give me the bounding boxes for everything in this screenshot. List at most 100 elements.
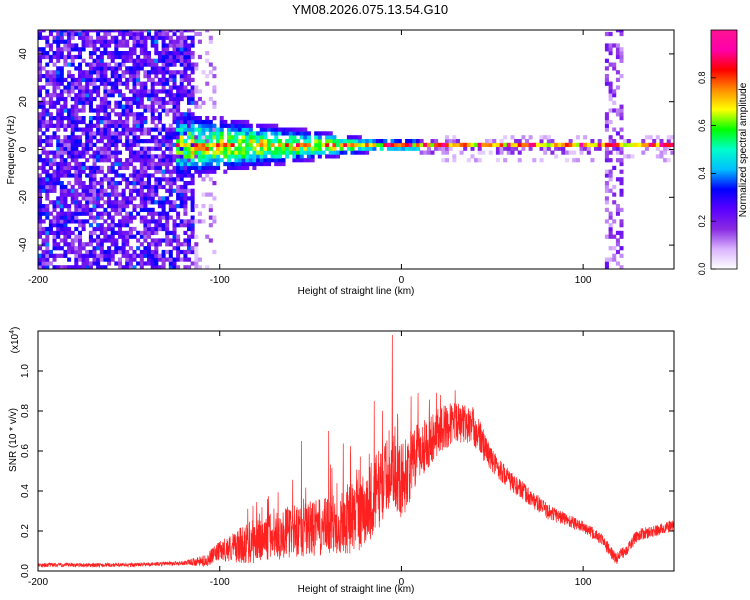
heatmap-cell — [99, 223, 104, 228]
heatmap-cell — [81, 47, 86, 52]
heatmap-cell — [161, 62, 166, 67]
heatmap-cell — [99, 226, 104, 232]
heatmap-cell — [201, 139, 206, 144]
heatmap-cell — [179, 47, 184, 52]
heatmap-cell — [488, 150, 493, 155]
heatmap-cell — [99, 30, 104, 33]
heatmap-cell — [41, 219, 46, 224]
heatmap-cell — [161, 196, 166, 201]
heatmap-cell — [114, 123, 119, 128]
heatmap-cell — [594, 142, 599, 148]
heatmap-cell — [150, 81, 155, 86]
heatmap-cell — [161, 184, 166, 190]
heatmap-cell — [38, 207, 43, 213]
heatmap-cell — [168, 261, 173, 266]
heatmap-cell — [292, 154, 297, 159]
heatmap-cell — [212, 142, 217, 148]
heatmap-cell — [92, 58, 97, 63]
heatmap-cell — [150, 139, 155, 144]
heatmap-cell — [147, 226, 152, 232]
heatmap-cell — [190, 62, 195, 67]
heatmap-cell — [107, 253, 112, 258]
heatmap-cell — [168, 35, 173, 40]
heatmap-cell — [150, 112, 155, 117]
heatmap-cell — [230, 150, 235, 155]
heatmap-cell — [179, 43, 184, 48]
heatmap-cell — [517, 139, 522, 144]
heatmap-cell — [136, 66, 141, 71]
heatmap-cell — [38, 257, 43, 262]
heatmap-cell — [168, 173, 173, 178]
heatmap-cell — [219, 131, 224, 136]
heatmap-cell — [103, 93, 108, 98]
heatmap-cell — [183, 242, 188, 247]
heatmap-cell — [165, 188, 170, 193]
heatmap-cell — [150, 196, 155, 201]
heatmap-cell — [604, 119, 609, 125]
heatmap-cell — [107, 139, 112, 144]
heatmap-cell — [132, 257, 137, 262]
heatmap-cell — [56, 30, 61, 33]
heatmap-cell — [52, 35, 57, 40]
heatmap-cell — [81, 119, 86, 125]
heatmap-cell — [608, 81, 613, 86]
heatmap-cell — [52, 215, 57, 220]
heatmap-cell — [205, 51, 210, 56]
heatmap-cell — [41, 66, 46, 71]
heatmap-cell — [118, 93, 123, 98]
heatmap-cell — [114, 74, 119, 79]
heatmap-cell — [81, 30, 86, 33]
heatmap-cell — [619, 169, 624, 174]
heatmap-cell — [608, 139, 613, 144]
heatmap-cell — [237, 150, 242, 155]
heatmap-cell — [154, 51, 159, 56]
heatmap-cell — [121, 173, 126, 178]
heatmap-cell — [176, 169, 181, 174]
heatmap-cell — [56, 47, 61, 52]
heatmap-cell — [376, 142, 381, 148]
heatmap-cell — [187, 142, 192, 148]
heatmap-cell — [172, 85, 177, 90]
heatmap-cell — [96, 108, 101, 113]
heatmap-cell — [550, 139, 555, 144]
heatmap-cell — [48, 150, 53, 155]
heatmap-cell — [194, 31, 199, 37]
heatmap-cell — [143, 62, 148, 67]
heatmap-cell — [267, 158, 272, 163]
heatmap-cell — [608, 51, 613, 56]
heatmap-cell — [205, 58, 210, 63]
heatmap-cell — [56, 142, 61, 148]
heatmap-cell — [143, 165, 148, 171]
heatmap-cell — [252, 158, 257, 163]
heatmap-cell — [234, 158, 239, 163]
heatmap-cell — [212, 181, 217, 186]
heatmap-cell — [190, 127, 195, 132]
heatmap-cell — [67, 249, 72, 255]
heatmap-cell — [263, 123, 268, 128]
heatmap-cell — [139, 31, 144, 37]
heatmap-cell — [288, 150, 293, 155]
heatmap-cell — [644, 135, 649, 140]
heatmap-cell — [99, 158, 104, 163]
heatmap-cell — [477, 150, 482, 155]
heatmap-cell — [248, 139, 253, 144]
heatmap-cell — [314, 135, 319, 140]
heatmap-cell — [88, 139, 93, 144]
heatmap-cell — [70, 192, 75, 197]
heatmap-cell — [63, 196, 68, 201]
heatmap-cell — [52, 116, 57, 121]
heatmap-cell — [328, 135, 333, 140]
heatmap-cell — [103, 230, 108, 236]
heatmap-cell — [176, 158, 181, 163]
heatmap-cell — [539, 146, 544, 151]
heatmap-cell — [183, 51, 188, 56]
heatmap-cell — [103, 116, 108, 121]
heatmap-cell — [85, 188, 90, 193]
heatmap-cell — [256, 142, 261, 148]
heatmap-cell — [157, 215, 162, 220]
heatmap-cell — [183, 219, 188, 224]
heatmap-cell — [165, 226, 170, 232]
heatmap-cell — [190, 96, 195, 102]
heatmap-cell — [205, 30, 210, 33]
heatmap-cell — [103, 77, 108, 83]
